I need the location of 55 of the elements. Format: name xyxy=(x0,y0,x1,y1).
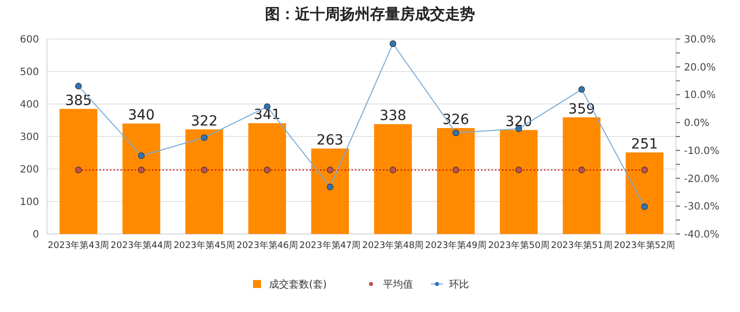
chart-title: 图：近十周扬州存量房成交走势 xyxy=(265,5,475,23)
point xyxy=(138,152,145,160)
bar xyxy=(248,123,286,234)
bar xyxy=(311,148,349,234)
x-tick-label: 2023年第46周 xyxy=(236,240,298,251)
x-tick-label: 2023年第43周 xyxy=(48,240,110,251)
bar xyxy=(626,152,664,234)
point xyxy=(200,134,208,141)
x-tick-label: 2023年第47周 xyxy=(299,240,361,251)
x-tick-label: 2023年第45周 xyxy=(174,240,235,251)
x-tick-label: 2023年第51周 xyxy=(550,240,612,251)
bar xyxy=(436,128,475,234)
y2-tick-label: 10.0% xyxy=(684,90,716,102)
y-tick-label: 200 xyxy=(20,164,39,176)
point xyxy=(75,82,82,90)
y2-tick-label: -30.0% xyxy=(684,202,720,213)
point xyxy=(578,86,585,93)
y-tick-label: 400 xyxy=(20,100,39,110)
data-label: 251 xyxy=(631,136,658,152)
data-label: 320 xyxy=(505,114,532,130)
legend-label: 平均值 xyxy=(383,278,413,290)
x-tick-label: 2023年第48周 xyxy=(362,240,424,251)
y2-tick-label: -10.0% xyxy=(684,146,720,157)
y2-tick-label: 20.0% xyxy=(684,62,716,74)
bar xyxy=(562,117,601,234)
bar xyxy=(122,124,160,234)
y-tick-label: 300 xyxy=(20,132,39,143)
point xyxy=(326,184,334,190)
y-tick-label: 0 xyxy=(32,230,39,240)
data-label: 340 xyxy=(128,108,155,124)
y2-tick-label: -20.0% xyxy=(684,174,720,185)
x-tick-label: 2023年第50周 xyxy=(488,240,550,251)
data-label: 338 xyxy=(380,108,406,124)
y-tick-label: 500 xyxy=(20,67,39,78)
y2-tick-label: 30.0% xyxy=(684,34,716,46)
x-tick-label: 2023年第49周 xyxy=(425,240,487,251)
y2-tick-label: 0.0% xyxy=(684,118,710,130)
x-tick-label: 2023年第52周 xyxy=(614,240,676,251)
y2-tick-label: -40.0% xyxy=(684,230,720,240)
bar xyxy=(185,129,224,234)
bar xyxy=(374,124,412,234)
bar xyxy=(60,108,98,234)
point xyxy=(452,130,460,136)
x-tick-label: 2023年第44周 xyxy=(110,240,172,251)
data-label: 263 xyxy=(316,132,344,149)
data-label: 359 xyxy=(568,101,596,118)
y-tick-label: 600 xyxy=(20,34,39,46)
point xyxy=(641,203,648,210)
data-label: 322 xyxy=(190,113,218,130)
data-label: 385 xyxy=(65,92,92,109)
y-tick-label: 100 xyxy=(20,197,39,208)
legend-label: 成交套数(套) xyxy=(269,278,327,290)
legend-label: 环比 xyxy=(449,278,469,290)
point xyxy=(390,40,396,48)
bar xyxy=(500,130,538,234)
